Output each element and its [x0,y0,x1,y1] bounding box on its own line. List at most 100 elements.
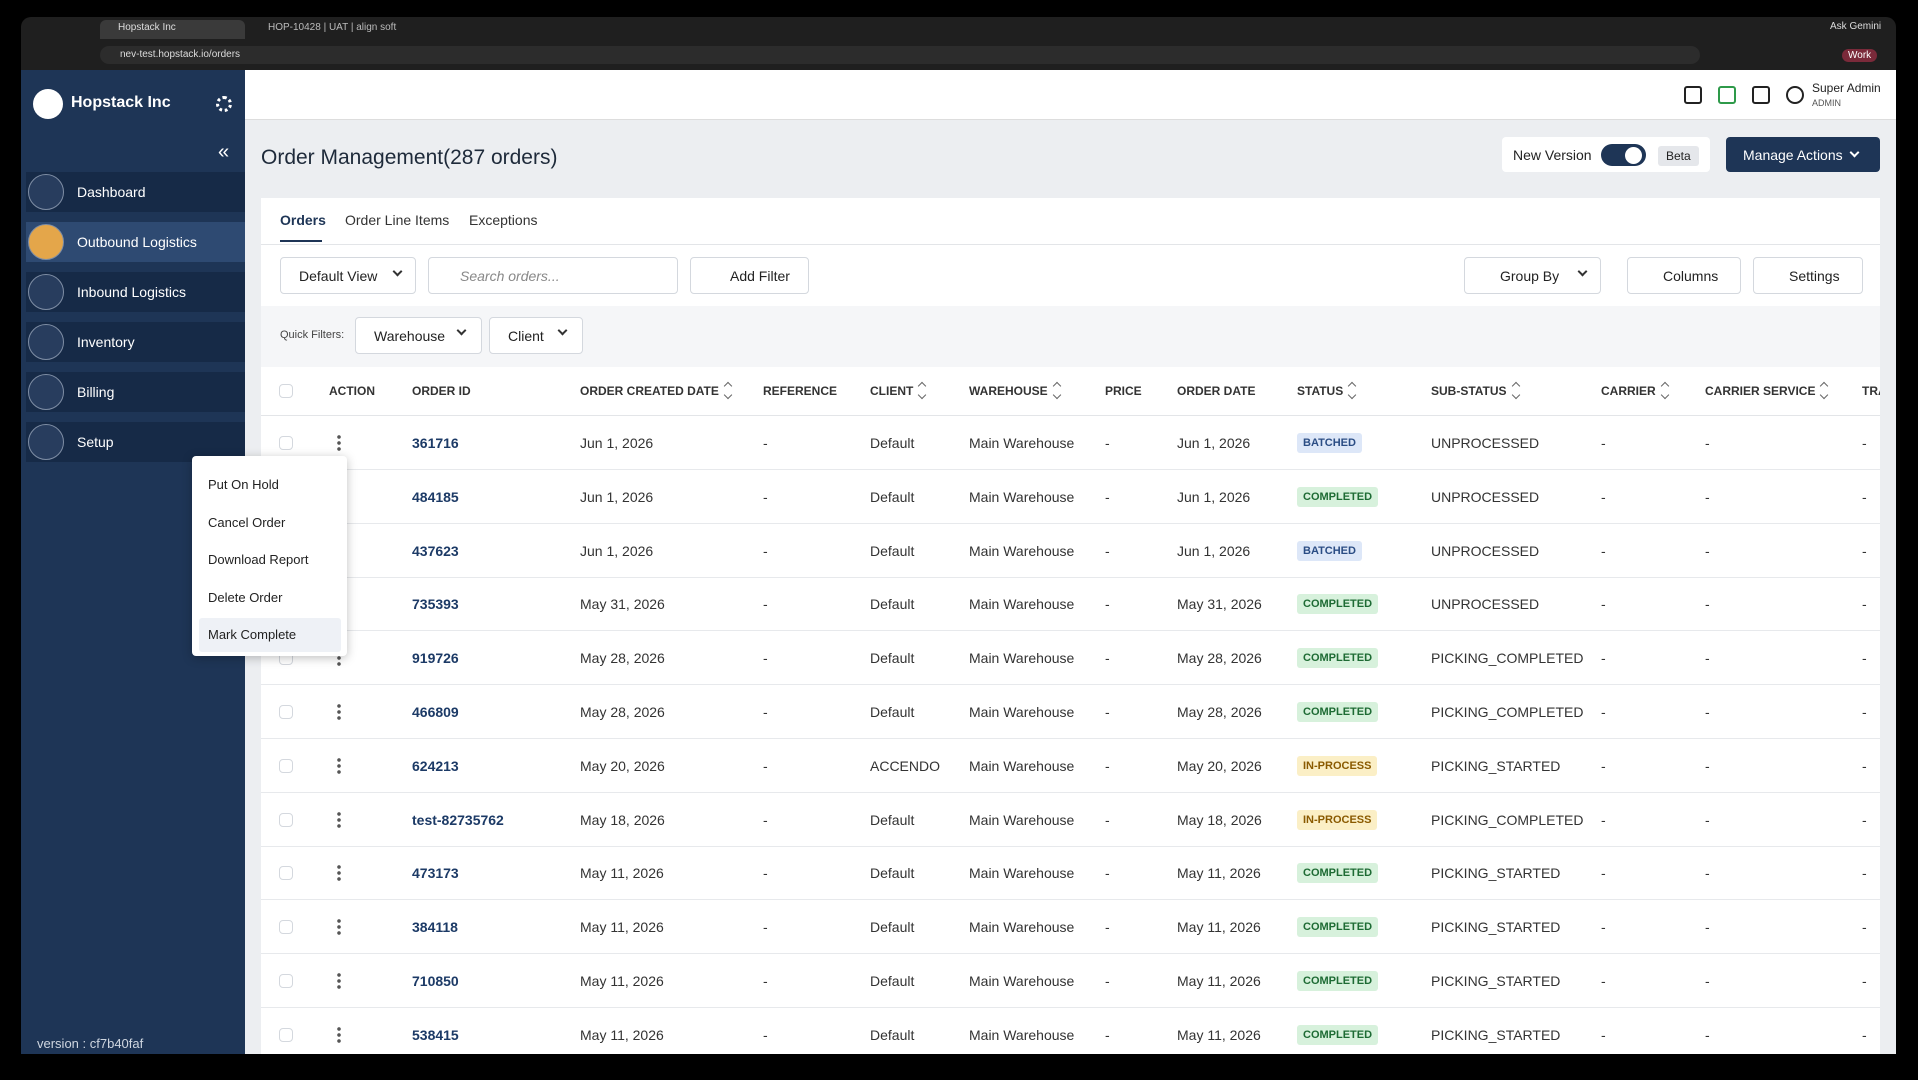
add-filter[interactable] [690,257,809,294]
table-cell: - [1105,434,1110,451]
header-icon[interactable] [1718,86,1736,104]
group-by[interactable] [1464,257,1601,294]
order-id[interactable]: 919726 [412,650,459,667]
table-row[interactable] [261,846,1880,901]
header-icon[interactable] [1684,86,1702,104]
order-id[interactable]: 538415 [412,1026,459,1043]
settings-icon[interactable] [216,96,232,112]
header-icon[interactable] [1752,86,1770,104]
checkbox[interactable] [279,973,293,988]
tab[interactable]: Exceptions [469,212,538,228]
nav-label[interactable]: Inventory [77,334,135,350]
tab-underline [280,240,322,242]
table-row[interactable] [261,631,1880,686]
tab-title[interactable]: HOP-10428 | UAT | align soft [268,22,397,33]
row-actions[interactable] [337,433,341,452]
header-icon[interactable] [1786,86,1804,104]
menu-item[interactable] [199,618,341,652]
menu-item-label[interactable]: Download Report [208,552,309,567]
table-row[interactable] [261,524,1880,578]
row-actions[interactable] [337,702,341,721]
nav-label[interactable]: Setup [77,434,114,450]
manage-actions-label[interactable]: Manage Actions [1743,147,1843,163]
quick-filter-label[interactable]: Warehouse [374,328,446,344]
checkbox[interactable] [279,384,293,398]
order-id[interactable]: 466809 [412,703,459,720]
row-actions[interactable] [337,864,341,883]
nav-label[interactable]: Outbound Logistics [77,234,197,250]
table-cell: May 11, 2026 [580,865,664,882]
tab[interactable]: Orders [280,212,326,228]
column-header[interactable]: ORDER CREATED DATE [580,384,719,398]
nav-label[interactable]: Billing [77,384,115,400]
collapse[interactable]: « [218,141,230,163]
ask-gemini[interactable]: Ask Gemini [1830,21,1882,32]
table-row[interactable] [261,470,1880,524]
table-cell: Default [870,1026,915,1043]
checkbox[interactable] [279,435,293,450]
settings-label[interactable]: Settings [1789,268,1840,284]
nav-label[interactable]: Dashboard [77,184,146,200]
order-id[interactable]: 361716 [412,434,459,451]
profile[interactable]: Work [1842,49,1878,62]
table-row[interactable] [261,954,1880,1008]
checkbox[interactable] [279,1027,293,1042]
table-row[interactable] [261,739,1880,793]
column-header[interactable]: CLIENT [870,384,914,398]
table-row[interactable] [261,900,1880,955]
row-actions[interactable] [337,810,341,829]
tab-title[interactable]: Hopstack Inc [118,22,176,33]
settings[interactable] [1753,257,1863,294]
tab[interactable]: Order Line Items [345,212,450,228]
column-header[interactable]: WAREHOUSE [969,384,1048,398]
menu-item-label[interactable]: Mark Complete [208,627,297,642]
order-id[interactable]: 735393 [412,596,459,613]
quick-filter[interactable] [489,317,583,354]
group-by-label[interactable]: Group By [1500,268,1560,284]
column-header[interactable]: STATUS [1297,384,1344,398]
column-header[interactable]: CARRIER SERVICE [1705,384,1816,398]
table-cell: UNPROCESSED [1431,434,1540,451]
order-id[interactable]: 384118 [412,919,458,936]
nav-label[interactable]: Inbound Logistics [77,284,186,300]
column-header[interactable]: CARRIER [1601,384,1656,398]
checkbox[interactable] [279,758,293,773]
search-label[interactable]: Search orders... [460,268,560,284]
add-filter-label[interactable]: Add Filter [730,268,790,284]
menu-item-label[interactable]: Delete Order [208,589,283,605]
search[interactable] [428,257,678,294]
user-name[interactable]: Super Admin [1812,81,1881,95]
manage-actions[interactable] [1726,137,1880,172]
menu-item-label[interactable]: Put On Hold [208,477,279,492]
checkbox[interactable] [279,866,293,881]
order-id[interactable]: 437623 [412,542,459,559]
table-row[interactable] [261,416,1880,470]
row-actions[interactable] [337,1025,341,1044]
quick-filter-label[interactable]: Client [508,328,544,344]
columns[interactable] [1627,257,1741,294]
order-id[interactable]: 484185 [412,488,459,505]
checkbox[interactable] [279,920,293,935]
row-actions[interactable] [337,649,341,668]
table-row[interactable] [261,793,1880,847]
column-header[interactable]: SUB-STATUS [1431,384,1507,398]
default-view[interactable] [280,257,416,294]
url[interactable]: nev-test.hopstack.io/orders [120,49,241,60]
checkbox[interactable] [279,812,293,827]
default-view-label[interactable]: Default View [299,268,378,284]
order-id[interactable]: test-82735762 [412,811,504,828]
menu-item-label[interactable]: Cancel Order [208,514,286,530]
order-id[interactable]: 624213 [412,757,459,774]
row-actions[interactable] [337,971,341,990]
table-row[interactable] [261,685,1880,739]
quick-filter[interactable] [355,317,482,354]
row-actions[interactable] [337,756,341,775]
columns-label[interactable]: Columns [1663,268,1719,284]
row-actions[interactable] [337,918,341,937]
order-id[interactable]: 473173 [412,865,459,882]
tab[interactable] [100,20,245,39]
table-row[interactable] [261,577,1880,632]
address-bar[interactable] [100,46,1700,64]
order-id[interactable]: 710850 [412,972,459,989]
checkbox[interactable] [279,704,293,719]
